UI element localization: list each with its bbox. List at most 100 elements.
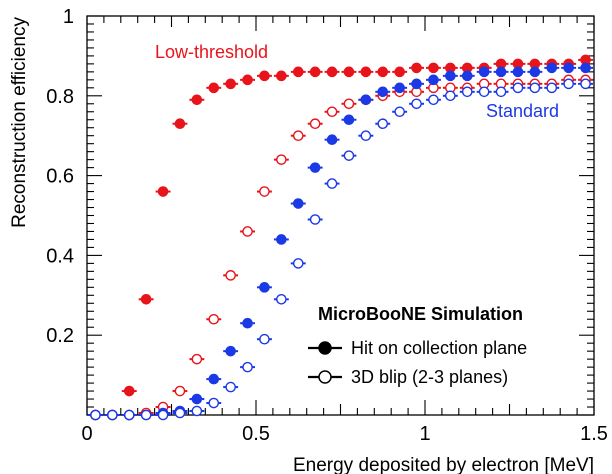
data-point: [208, 313, 220, 325]
data-point: [461, 70, 473, 82]
data-point: [174, 385, 186, 397]
data-point: [580, 78, 591, 90]
data-point: [343, 150, 355, 161]
y-tick-label: 0.8: [46, 86, 74, 108]
x-tick-label: 1.5: [580, 423, 608, 445]
data-point: [580, 62, 591, 74]
data-point: [512, 66, 524, 78]
x-tick-label: 0: [81, 423, 92, 445]
data-point: [276, 234, 287, 245]
y-tick-label: 1: [63, 6, 74, 28]
data-point: [292, 66, 304, 78]
data-point: [461, 86, 473, 98]
data-point: [292, 258, 304, 269]
data-point: [174, 118, 186, 130]
data-point: [428, 94, 439, 106]
data-point: [411, 62, 422, 74]
legend-marker-filled-icon: [318, 341, 332, 355]
data-point: [292, 130, 304, 141]
data-point: [512, 82, 524, 94]
data-point: [326, 66, 338, 78]
data-point: [208, 397, 220, 409]
data-point: [140, 293, 152, 305]
y-tick-label: 0.4: [46, 245, 74, 267]
legend-marker-open-icon: [318, 370, 332, 384]
legend-entry-hit-label: Hit on collection plane: [351, 338, 527, 358]
data-point: [191, 353, 203, 365]
legend-entry-blip-label: 3D blip (2-3 planes): [351, 367, 508, 387]
data-point: [225, 270, 236, 281]
x-tick-label: 1: [419, 423, 430, 445]
annotation-low-threshold: Low-threshold: [155, 42, 268, 62]
y-axis-title: Reconstruction efficiency: [9, 17, 30, 228]
data-point: [259, 282, 270, 293]
data-point: [360, 94, 372, 106]
data-point: [276, 154, 287, 165]
data-point: [225, 381, 236, 393]
data-point: [259, 186, 270, 197]
data-point: [259, 70, 270, 82]
data-point: [394, 66, 405, 78]
data-point: [123, 385, 135, 397]
legend: MicroBooNE Simulation Hit on collection …: [308, 304, 527, 387]
data-point: [360, 130, 372, 141]
data-point: [394, 106, 405, 118]
data-point: [360, 66, 372, 78]
data-point: [292, 198, 304, 209]
data-point: [309, 214, 321, 225]
legend-entry-blip: 3D blip (2-3 planes): [308, 367, 508, 387]
data-point: [495, 66, 507, 78]
data-point: [394, 82, 405, 94]
x-axis-title: Energy deposited by electron [MeV]: [293, 455, 594, 474]
data-point: [326, 134, 338, 145]
data-point: [411, 78, 422, 90]
y-tick-label: 0.6: [46, 166, 74, 188]
data-point: [242, 317, 253, 329]
data-point: [326, 106, 338, 118]
data-point: [546, 62, 558, 74]
data-point: [428, 74, 439, 86]
data-point: [90, 409, 101, 421]
data-point: [191, 94, 203, 106]
data-point: [563, 62, 574, 74]
data-point: [107, 409, 118, 421]
data-point: [276, 293, 287, 305]
data-point: [225, 78, 236, 90]
data-point: [326, 178, 338, 189]
data-point: [242, 74, 253, 86]
data-point: [309, 66, 321, 78]
data-point: [445, 90, 456, 102]
plot-area: 0 0.5 1 1.5 0.2 0.4 0.6 0.8 1: [46, 6, 608, 445]
data-point: [208, 373, 220, 385]
data-point: [428, 62, 439, 74]
data-point: [140, 409, 152, 421]
data-point: [276, 70, 287, 82]
data-point: [123, 409, 135, 421]
data-point: [546, 82, 558, 94]
data-point: [242, 226, 253, 237]
data-point: [377, 66, 389, 78]
data-point: [411, 98, 422, 110]
data-point: [157, 409, 169, 421]
data-point: [563, 78, 574, 90]
data-point: [174, 407, 186, 419]
data-point: [208, 82, 220, 94]
data-point: [377, 118, 389, 130]
data-point: [191, 405, 203, 417]
data-point: [309, 118, 321, 130]
data-point: [529, 66, 541, 78]
x-tick-label: 0.5: [242, 423, 270, 445]
data-point: [242, 361, 253, 373]
data-point: [309, 162, 321, 173]
data-point: [343, 66, 355, 78]
data-point: [529, 82, 541, 94]
y-tick-label: 0.2: [46, 325, 74, 347]
annotation-standard: Standard: [486, 101, 559, 121]
data-point: [377, 86, 389, 98]
data-point: [225, 345, 236, 357]
legend-entry-hit: Hit on collection plane: [308, 338, 527, 358]
data-point: [478, 86, 490, 98]
data-point: [478, 66, 490, 78]
data-point: [191, 393, 203, 405]
